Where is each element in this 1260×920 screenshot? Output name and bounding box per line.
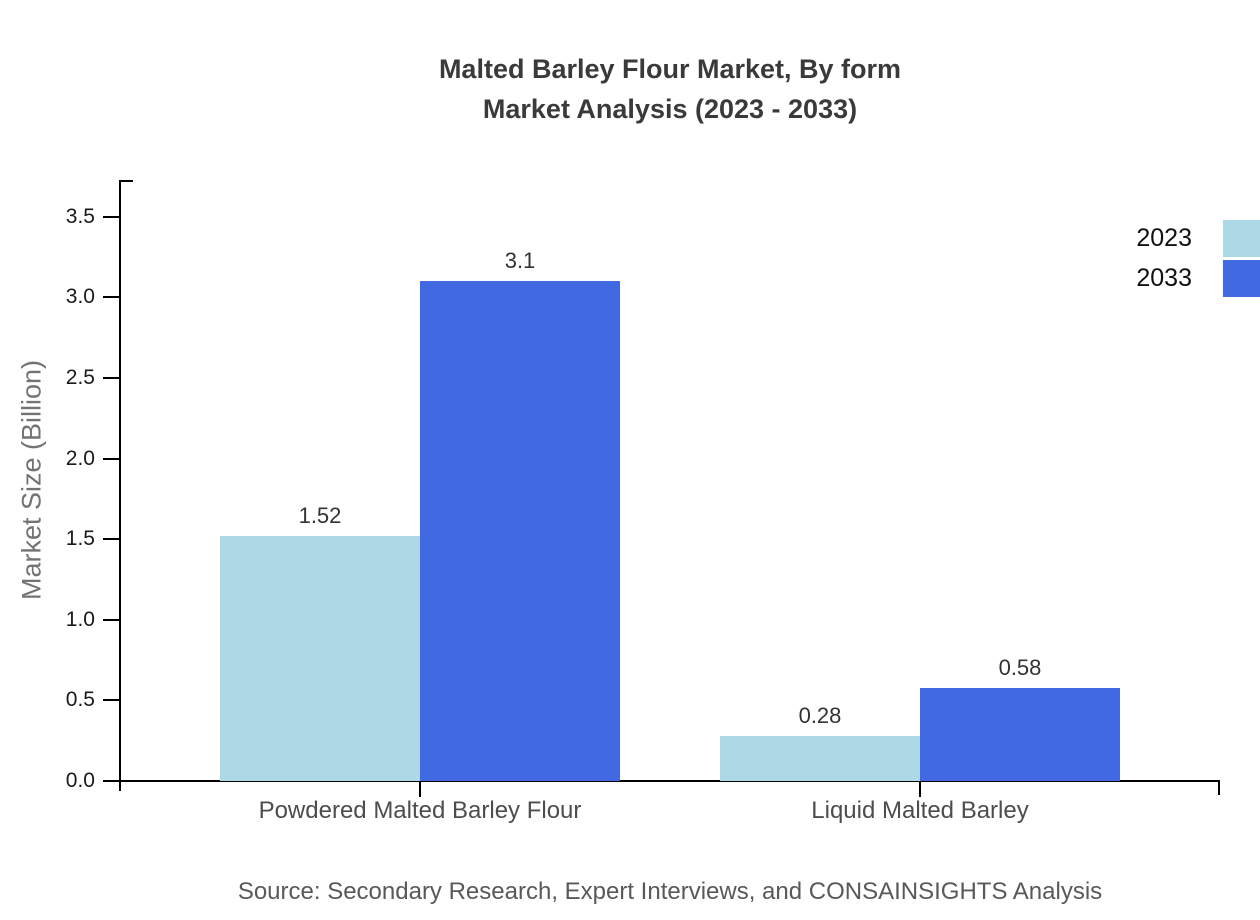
y-tick-label: 0.0 bbox=[65, 769, 95, 792]
y-tick bbox=[103, 457, 119, 460]
legend-swatch-2033 bbox=[1223, 260, 1260, 297]
y-tick-label: 2.5 bbox=[65, 366, 95, 389]
bar-value-label: 3.1 bbox=[504, 248, 536, 273]
y-tick bbox=[103, 215, 119, 218]
y-tick-label: 1.0 bbox=[65, 607, 95, 631]
y-tick bbox=[103, 699, 119, 702]
y-tick bbox=[103, 538, 119, 541]
x-tick bbox=[419, 781, 421, 797]
legend-label-2023: 2023 bbox=[1136, 224, 1192, 252]
y-tick-label: 2.0 bbox=[65, 446, 95, 470]
bar-2033-2 bbox=[920, 688, 1120, 781]
y-tick-label: 1.5 bbox=[65, 527, 95, 551]
bar-value-label: 0.28 bbox=[798, 703, 842, 728]
y-tick bbox=[103, 296, 119, 299]
x-axis-line bbox=[119, 780, 1220, 782]
x-tick bbox=[919, 781, 921, 797]
y-tick bbox=[103, 377, 119, 379]
x-axis-category-label: Liquid Malted Barley bbox=[811, 797, 1029, 824]
y-axis-top-cap bbox=[119, 180, 133, 182]
x-axis-end-cap bbox=[1218, 780, 1220, 795]
bar-value-label: 1.52 bbox=[298, 503, 342, 528]
legend-swatch-2023 bbox=[1223, 220, 1260, 257]
bar-value-label: 0.58 bbox=[998, 655, 1042, 680]
legend-label-2033: 2033 bbox=[1136, 264, 1192, 292]
y-tick-label: 3.0 bbox=[65, 285, 95, 309]
chart-title-line2: Market Analysis (2023 - 2033) bbox=[482, 94, 858, 124]
y-axis-spine bbox=[119, 180, 121, 791]
bar-2033-1 bbox=[420, 281, 620, 781]
x-axis-category-label: Powdered Malted Barley Flour bbox=[258, 797, 582, 824]
chart-title-line1: Malted Barley Flour Market, By form bbox=[438, 54, 902, 84]
y-tick-label: 3.5 bbox=[65, 204, 95, 228]
bar-2023-1 bbox=[220, 536, 420, 781]
legend: 2023 2033 bbox=[1136, 220, 1260, 300]
legend-item-2033: 2033 bbox=[1136, 260, 1260, 297]
chart-title: Malted Barley Flour Market, By form Mark… bbox=[80, 49, 1260, 129]
y-tick bbox=[103, 780, 119, 782]
bar-2023-2 bbox=[720, 736, 920, 781]
y-tick-label: 0.5 bbox=[65, 688, 95, 712]
legend-item-2023: 2023 bbox=[1136, 220, 1260, 257]
source-note: Source: Secondary Research, Expert Inter… bbox=[237, 878, 1103, 905]
y-tick bbox=[103, 618, 119, 621]
